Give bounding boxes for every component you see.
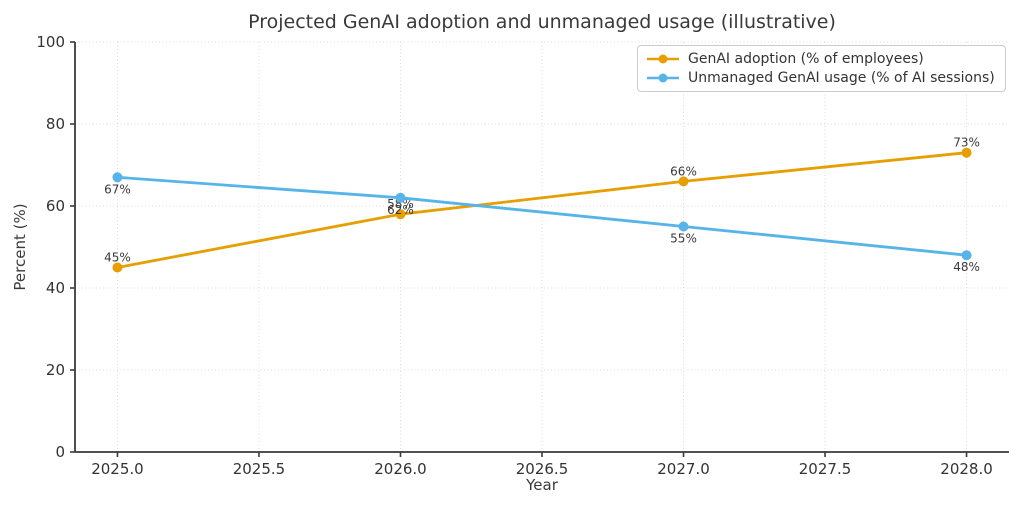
legend-label-adoption: GenAI adoption (% of employees) xyxy=(688,51,924,67)
legend-dot-adoption xyxy=(658,54,668,64)
x-tick-label: 2026.0 xyxy=(374,460,427,478)
x-tick-label: 2026.5 xyxy=(516,460,569,478)
y-axis-label: Percent (%) xyxy=(11,203,29,291)
data-point-0-0 xyxy=(112,262,123,273)
data-point-1-1 xyxy=(395,192,406,203)
legend-marker-unmanaged-icon xyxy=(647,73,679,83)
y-tick-label: 60 xyxy=(46,197,65,215)
data-point-1-0 xyxy=(112,172,123,183)
data-point-1-2 xyxy=(678,221,689,232)
data-point-label-1-3: 48% xyxy=(953,260,980,274)
data-point-label-1-2: 55% xyxy=(670,232,697,246)
data-point-label-1-1: 62% xyxy=(387,203,414,217)
x-tick-label: 2025.5 xyxy=(233,460,286,478)
x-tick-label: 2028.0 xyxy=(940,460,993,478)
data-point-label-0-2: 66% xyxy=(670,164,697,178)
data-point-label-0-1: 58% xyxy=(387,197,414,211)
data-point-0-2 xyxy=(678,176,689,187)
legend-item-adoption: GenAI adoption (% of employees) xyxy=(646,51,995,67)
data-point-0-3 xyxy=(961,147,972,158)
series-line-1 xyxy=(116,175,968,257)
x-tick-label: 2027.5 xyxy=(799,460,852,478)
data-point-label-0-0: 45% xyxy=(104,251,131,265)
legend-marker-adoption-icon xyxy=(647,54,679,64)
y-tick-label: 100 xyxy=(36,33,65,51)
legend-item-unmanaged: Unmanaged GenAI usage (% of AI sessions) xyxy=(646,70,995,86)
legend: GenAI adoption (% of employees) Unmanage… xyxy=(637,45,1006,92)
legend-label-unmanaged: Unmanaged GenAI usage (% of AI sessions) xyxy=(688,70,995,86)
chart-title: Projected GenAI adoption and unmanaged u… xyxy=(248,11,836,33)
y-tick-label: 20 xyxy=(46,361,65,379)
y-tick-label: 40 xyxy=(46,279,65,297)
data-point-0-1 xyxy=(395,209,406,220)
x-tick-label: 2025.0 xyxy=(91,460,144,478)
data-point-label-1-0: 67% xyxy=(104,182,131,196)
data-point-1-3 xyxy=(961,250,972,261)
x-axis-label: Year xyxy=(526,476,558,494)
y-tick-label: 80 xyxy=(46,115,65,133)
x-tick-label: 2027.0 xyxy=(657,460,710,478)
legend-dot-unmanaged xyxy=(658,73,668,83)
y-tick-label: 0 xyxy=(55,443,65,461)
data-point-label-0-3: 73% xyxy=(953,136,980,150)
series-line-0 xyxy=(116,151,968,269)
